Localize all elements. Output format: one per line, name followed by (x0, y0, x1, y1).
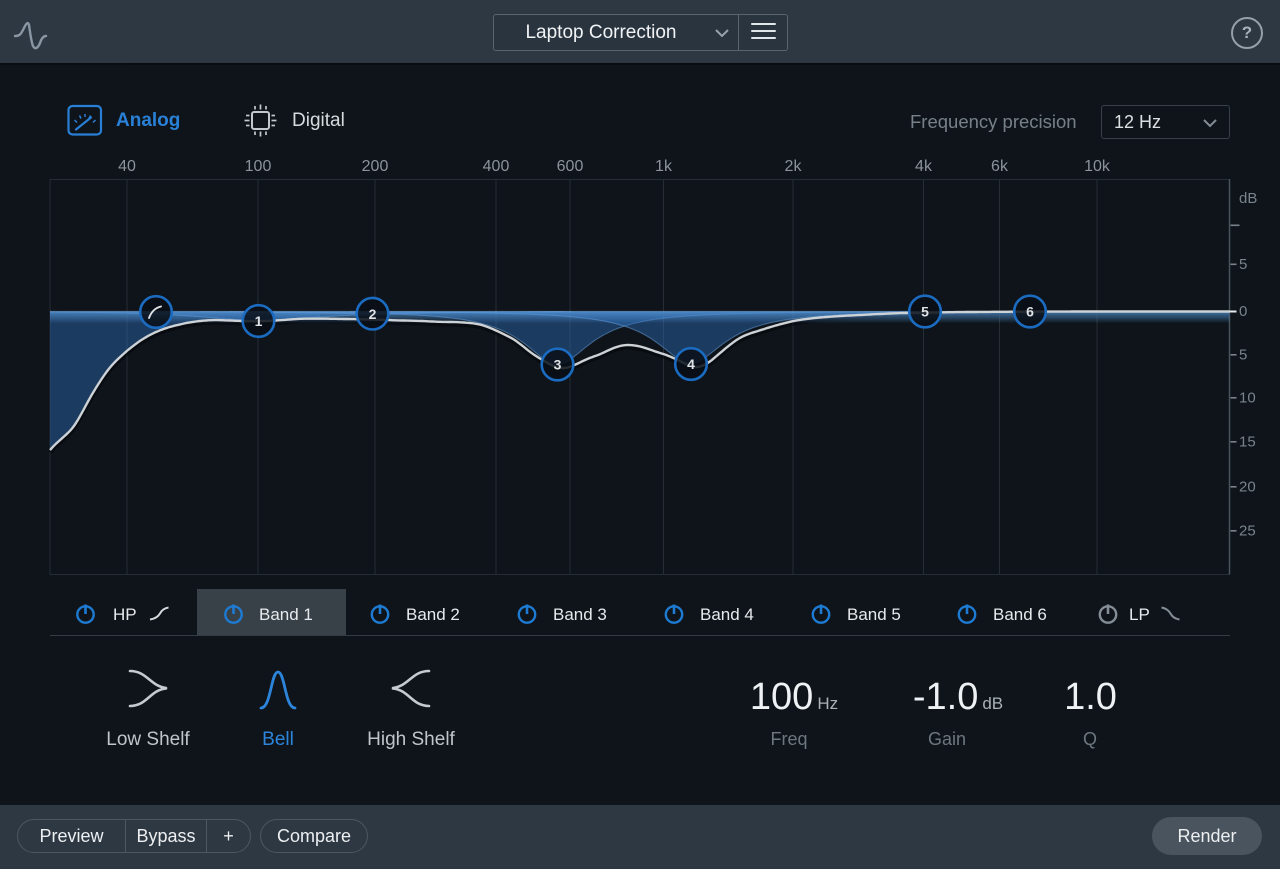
svg-text:6k: 6k (991, 158, 1009, 175)
svg-text:2: 2 (369, 306, 377, 322)
svg-text:4: 4 (687, 356, 695, 372)
svg-text:Band 3: Band 3 (553, 605, 607, 624)
svg-text:600: 600 (557, 158, 584, 175)
svg-text:5: 5 (921, 304, 929, 320)
svg-text:20: 20 (1239, 479, 1256, 496)
svg-text:HP: HP (113, 605, 137, 624)
svg-text:Band 1: Band 1 (259, 605, 313, 624)
svg-text:40: 40 (118, 158, 136, 175)
svg-text:Band 4: Band 4 (700, 605, 754, 624)
svg-text:3: 3 (554, 357, 562, 373)
svg-text:Band 6: Band 6 (993, 605, 1047, 624)
svg-text:10k: 10k (1084, 158, 1111, 175)
svg-text:0: 0 (1239, 303, 1247, 320)
svg-text:10: 10 (1239, 390, 1256, 407)
svg-text:5: 5 (1239, 256, 1247, 273)
svg-text:1k: 1k (655, 158, 673, 175)
svg-text:5: 5 (1239, 347, 1247, 364)
svg-text:100: 100 (245, 158, 272, 175)
svg-text:dB: dB (1239, 190, 1257, 207)
svg-text:LP: LP (1129, 605, 1150, 624)
svg-text:15: 15 (1239, 434, 1256, 451)
svg-text:1: 1 (255, 313, 263, 329)
svg-text:4k: 4k (915, 158, 933, 175)
svg-text:Band 2: Band 2 (406, 605, 460, 624)
svg-text:200: 200 (362, 158, 389, 175)
svg-text:6: 6 (1026, 304, 1034, 320)
svg-text:2k: 2k (785, 158, 803, 175)
svg-text:25: 25 (1239, 523, 1256, 540)
svg-text:Band 5: Band 5 (847, 605, 901, 624)
svg-text:400: 400 (483, 158, 510, 175)
